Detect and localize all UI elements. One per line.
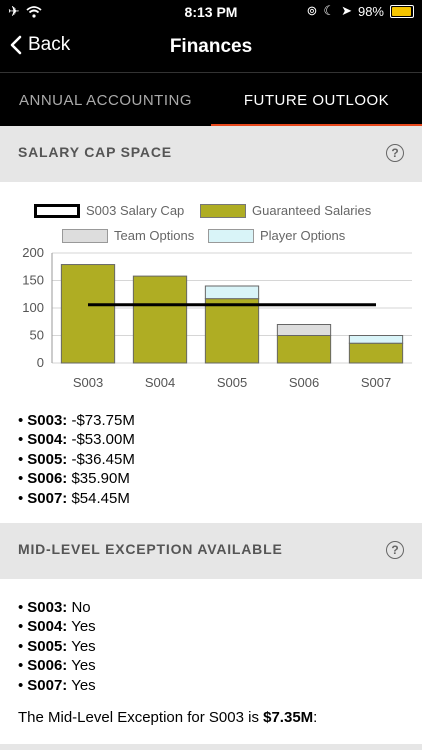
bar-guaranteed-salaries [348, 342, 404, 364]
x-tick-label: S004 [145, 375, 175, 390]
mle-title: MID-LEVEL EXCEPTION AVAILABLE [18, 541, 283, 557]
list-item: • S004: Yes [18, 618, 96, 636]
nav-bar: Back Finances [0, 24, 422, 72]
moon-icon: ☾ [323, 3, 336, 18]
list-item: • S003: -$73.75M [18, 412, 135, 429]
list-item: • S006: $35.90M [18, 470, 130, 488]
legend-salary-cap: S003 Salary Cap [34, 203, 184, 218]
mle-note: The Mid-Level Exception for S003 is $7.3… [18, 709, 318, 726]
y-tick-label: 150 [22, 273, 44, 288]
tab-future-outlook[interactable]: FUTURE OUTLOOK [211, 73, 422, 127]
mle-list: • S003: No • S004: Yes • S005: Yes • S006: Y… [18, 598, 398, 695]
bar-player-options [204, 285, 260, 300]
mle-header: MID-LEVEL EXCEPTION AVAILABLE ? [0, 523, 422, 579]
legend-swatch-player-options [208, 228, 254, 243]
x-tick-label: S005 [217, 375, 247, 390]
legend-label-player-options: Player Options [260, 228, 346, 243]
battery-icon [390, 4, 414, 18]
list-item: • S007: $54.45M [18, 489, 130, 507]
chevron-left-icon [10, 35, 22, 55]
bottom-divider [0, 744, 422, 750]
airplane-icon: ✈ [8, 3, 20, 19]
list-item: • S003: No [18, 599, 91, 616]
back-button[interactable]: Back [10, 34, 70, 56]
x-tick-label: S007 [361, 375, 391, 390]
legend-guaranteed: Guaranteed Salaries [200, 203, 371, 218]
x-tick-label: S003 [73, 375, 103, 390]
help-icon[interactable]: ? [386, 541, 404, 559]
bar-guaranteed-salaries [204, 298, 260, 364]
list-item: • S007: Yes [18, 676, 96, 694]
status-bar: ✈ 8:13 PM ⊚ ☾ ➤ 98% [0, 0, 422, 24]
list-item: • S005: -$36.45M [18, 450, 135, 468]
bar-guaranteed-salaries [276, 335, 332, 364]
legend-swatch-team-options [62, 228, 108, 243]
salary-cap-title: SALARY CAP SPACE [18, 144, 172, 160]
bar-guaranteed-salaries [132, 275, 188, 364]
salary-cap-header: SALARY CAP SPACE ? [0, 126, 422, 182]
help-icon[interactable]: ? [386, 144, 404, 162]
bar-player-options [348, 335, 404, 344]
y-tick-label: 50 [30, 328, 44, 343]
page-title: Finances [169, 36, 253, 57]
bar-chart: 0 50 100 150 200 S003 S004 S005 S006 S007 [22, 245, 412, 390]
battery-percent: 98% [357, 3, 384, 19]
bar-guaranteed-salaries [60, 264, 116, 364]
legend-swatch-guaranteed [200, 203, 246, 218]
legend-team-options: Team Options [62, 228, 194, 243]
back-label: Back [28, 34, 71, 55]
x-tick-label: S006 [289, 375, 319, 390]
salary-cap-list: • S003: -$73.75M • S004: -$53.00M • S005: -… [18, 411, 398, 508]
list-item: • S004: -$53.00M [18, 431, 135, 449]
salary-cap-chart: S003 Salary Cap Guaranteed Salaries Team… [0, 183, 422, 403]
legend-player-options: Player Options [208, 228, 345, 243]
list-item: • S006: Yes [18, 657, 96, 675]
y-tick-label: 200 [22, 245, 44, 260]
tab-annual-accounting[interactable]: ANNUAL ACCOUNTING [19, 91, 192, 109]
bar-team-options [276, 324, 332, 336]
orientation-lock-icon: ⊚ [306, 3, 318, 18]
legend-label-team-options: Team Options [114, 228, 195, 243]
location-icon: ➤ [341, 3, 352, 18]
legend-label-guaranteed: Guaranteed Salaries [252, 203, 372, 218]
legend-label-salary-cap: S003 Salary Cap [86, 203, 185, 218]
status-time: 8:13 PM [184, 4, 238, 20]
list-item: • S005: Yes [18, 637, 96, 655]
y-tick-label: 100 [22, 300, 44, 315]
legend-swatch-salary-cap [34, 203, 80, 218]
y-tick-label: 0 [37, 355, 44, 370]
wifi-icon [26, 5, 42, 18]
tab-bar: ANNUAL ACCOUNTING FUTURE OUTLOOK [0, 72, 422, 127]
